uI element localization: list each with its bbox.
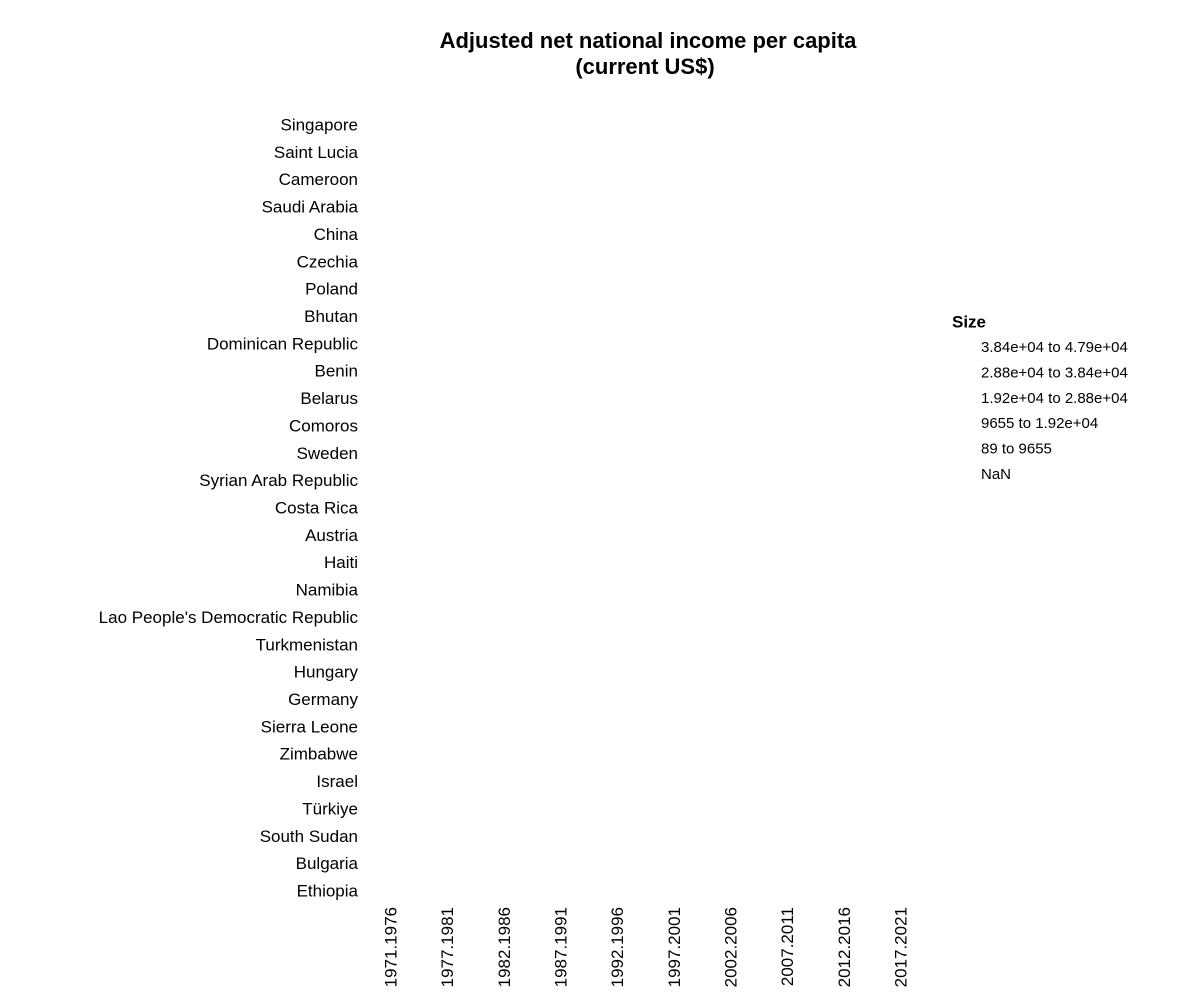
y-tick-label: Comoros xyxy=(289,416,358,435)
y-tick-label: Belarus xyxy=(300,389,358,408)
y-tick-label: Bulgaria xyxy=(296,854,359,873)
x-tick-label: 1992.1996 xyxy=(608,907,627,987)
x-tick-label: 1971.1976 xyxy=(381,907,400,987)
x-tick-label: 1987.1991 xyxy=(551,907,570,987)
y-tick-label: Poland xyxy=(305,280,358,299)
y-tick-label: Bhutan xyxy=(304,307,358,326)
x-tick-label: 1977.1981 xyxy=(438,907,457,987)
y-tick-label: Sierra Leone xyxy=(261,717,358,736)
y-tick-label: Sweden xyxy=(297,444,358,463)
x-tick-label: 2017.2021 xyxy=(891,907,910,987)
y-tick-label: Costa Rica xyxy=(275,498,359,517)
y-tick-label: China xyxy=(314,225,359,244)
x-tick-label: 2012.2016 xyxy=(835,907,854,987)
y-tick-label: Ethiopia xyxy=(297,881,359,900)
x-tick-label: 2007.2011 xyxy=(778,907,797,986)
y-tick-label: Namibia xyxy=(296,581,359,600)
y-tick-label: Saudi Arabia xyxy=(262,198,359,217)
y-tick-label: Zimbabwe xyxy=(280,745,358,764)
legend-label: 9655 to 1.92e+04 xyxy=(981,415,1098,432)
y-tick-label: Saint Lucia xyxy=(274,143,359,162)
chart-title: Adjusted net national income per capita xyxy=(440,28,858,53)
legend-title: Size xyxy=(952,312,986,331)
y-tick-label: Türkiye xyxy=(302,799,358,818)
legend-label: 89 to 9655 xyxy=(981,441,1052,458)
y-tick-label: Hungary xyxy=(294,663,359,682)
y-tick-label: Singapore xyxy=(280,115,358,134)
legend-label: 2.88e+04 to 3.84e+04 xyxy=(981,364,1128,381)
y-tick-label: Syrian Arab Republic xyxy=(199,471,358,490)
x-tick-label: 1982.1986 xyxy=(495,907,514,987)
x-tick-label: 1997.2001 xyxy=(665,907,684,987)
y-tick-label: Lao People's Democratic Republic xyxy=(99,608,359,627)
y-tick-label: Turkmenistan xyxy=(256,635,358,654)
chart-subtitle: (current US$) xyxy=(575,54,714,79)
legend-label: 3.84e+04 to 4.79e+04 xyxy=(981,339,1128,356)
y-tick-label: Czechia xyxy=(297,252,359,271)
y-tick-label: Benin xyxy=(315,362,358,381)
legend-label: 1.92e+04 to 2.88e+04 xyxy=(981,390,1128,407)
y-tick-label: Cameroon xyxy=(279,170,358,189)
y-tick-label: Germany xyxy=(288,690,358,709)
y-tick-label: Dominican Republic xyxy=(207,334,359,353)
x-tick-label: 2002.2006 xyxy=(721,907,740,987)
y-tick-label: Haiti xyxy=(324,553,358,572)
y-tick-label: Israel xyxy=(316,772,358,791)
y-tick-label: South Sudan xyxy=(260,827,358,846)
legend-label: NaN xyxy=(981,466,1011,483)
y-tick-label: Austria xyxy=(305,526,358,545)
